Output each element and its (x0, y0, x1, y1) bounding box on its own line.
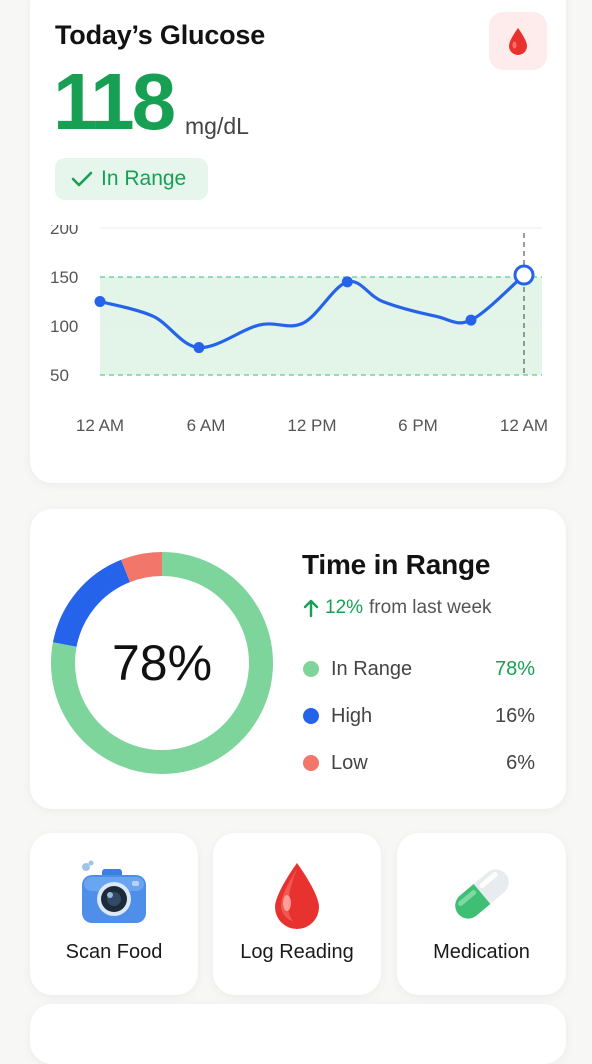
legend-label: In Range (331, 657, 413, 680)
time-in-range-donut (51, 552, 273, 774)
donut-segment-high (52, 559, 131, 648)
x-tick-label: 12 AM (500, 416, 548, 435)
change-from-last-week: 12% from last week (303, 597, 492, 619)
scan-food-button[interactable]: Scan Food (30, 833, 198, 995)
data-point (465, 314, 477, 326)
status-badge: In Range (55, 158, 208, 200)
legend-value: 16% (494, 704, 535, 727)
y-tick-label: 100 (50, 317, 78, 336)
data-point (341, 276, 353, 288)
blood-drop-icon (509, 28, 527, 55)
legend-row-high: High 16% (303, 702, 535, 730)
data-point (94, 296, 106, 307)
change-text: from last week (369, 597, 492, 618)
glucose-line-chart: 200 150 100 50 12 AM 6 AM 12 PM 6 PM 12 AM (50, 225, 548, 435)
x-tick-label: 12 PM (287, 416, 336, 435)
glucose-card: Today’s Glucose 118 mg/dL In Range 200 15… (30, 0, 566, 483)
medication-label: Medication (433, 941, 530, 963)
glucose-unit: mg/dL (185, 113, 249, 139)
legend-label: High (331, 704, 373, 727)
legend-value: 6% (506, 751, 535, 774)
check-icon (71, 171, 93, 187)
pill-capsule-icon (454, 869, 509, 919)
arrow-up-icon (303, 599, 319, 618)
blood-drop-icon (275, 863, 319, 929)
legend-value: 78% (494, 657, 535, 680)
glucose-card-title: Today’s Glucose (55, 20, 266, 50)
data-point (193, 342, 205, 354)
change-percent: 12% (325, 597, 364, 618)
log-reading-button[interactable]: Log Reading (213, 833, 381, 995)
status-badge-label: In Range (101, 167, 187, 190)
x-tick-label: 6 AM (187, 416, 226, 435)
time-in-range-title: Time in Range (302, 549, 491, 580)
donut-center-label: 78% (111, 635, 213, 691)
blood-drop-button[interactable] (489, 12, 547, 70)
current-reading-marker (513, 264, 535, 286)
legend-dot (303, 755, 319, 771)
camera-icon (82, 860, 146, 923)
legend-row-in-range: In Range 78% (303, 655, 535, 683)
y-tick-label: 200 (50, 225, 78, 238)
time-in-range-card: 78% Time in Range 12% from last week In … (30, 509, 566, 809)
legend-label: Low (331, 751, 368, 774)
y-tick-label: 50 (50, 366, 69, 385)
scan-food-label: Scan Food (65, 941, 163, 963)
glucose-series-line (98, 273, 526, 350)
log-reading-label: Log Reading (240, 941, 354, 963)
glucose-value: 118 (53, 57, 176, 146)
legend-row-low: Low 6% (303, 749, 535, 777)
next-card (30, 1004, 566, 1064)
x-tick-label: 6 PM (398, 416, 438, 435)
legend-dot (303, 708, 319, 724)
donut-segment-in-range (51, 552, 273, 774)
donut-segment-low (121, 552, 163, 583)
legend-dot (303, 661, 319, 677)
medication-button[interactable]: Medication (397, 833, 566, 995)
x-tick-label: 12 AM (76, 416, 124, 435)
y-tick-label: 150 (50, 268, 78, 287)
